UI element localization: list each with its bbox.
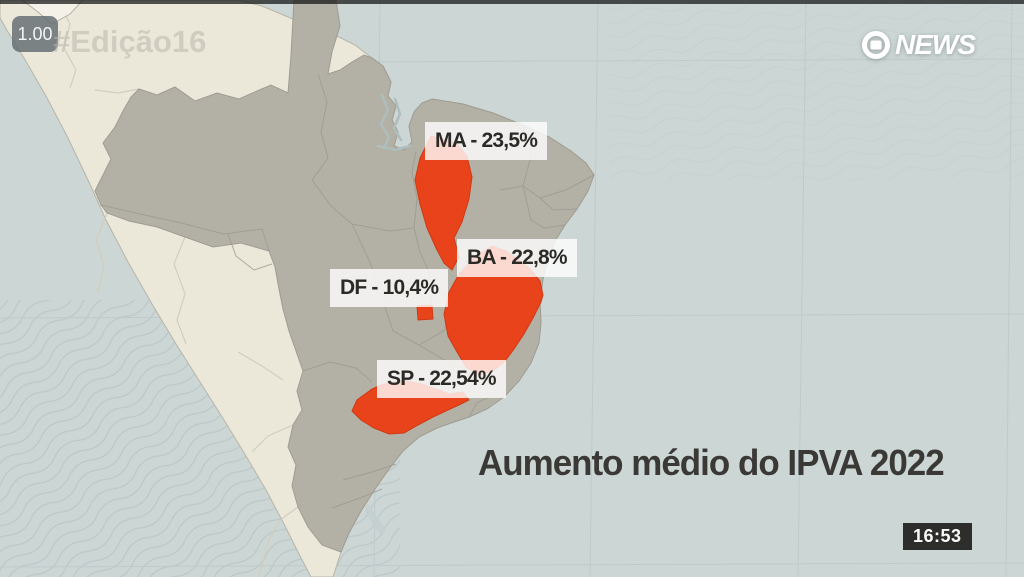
edition-watermark: #Edição16 bbox=[53, 24, 207, 59]
state-label-ba: BA - 22,8% bbox=[457, 239, 577, 278]
ocean-contours-northeast bbox=[610, 0, 1024, 180]
country-borders bbox=[56, 0, 299, 577]
patos-lagoon bbox=[365, 504, 386, 536]
amazon-river-channels bbox=[376, 93, 412, 152]
top-left-land-patch bbox=[21, 0, 84, 25]
state-label-sp: SP - 22,54% bbox=[377, 360, 506, 399]
state-df-shape bbox=[416, 304, 434, 321]
state-ma-shape bbox=[414, 135, 473, 271]
state-label-ma: MA - 23,5% bbox=[425, 122, 548, 161]
map-title: Aumento médio do IPVA 2022 bbox=[478, 442, 945, 483]
playback-speed-badge: 1.00 bbox=[12, 16, 58, 52]
state-label-df: DF - 10,4% bbox=[330, 269, 449, 308]
globonews-logo: NEWS bbox=[862, 29, 976, 61]
globonews-logo-text: NEWS bbox=[895, 29, 976, 60]
broadcast-clock: 16:53 bbox=[903, 523, 972, 550]
top-edge-shadow bbox=[0, 0, 1024, 4]
globo-globe-icon bbox=[862, 31, 890, 59]
